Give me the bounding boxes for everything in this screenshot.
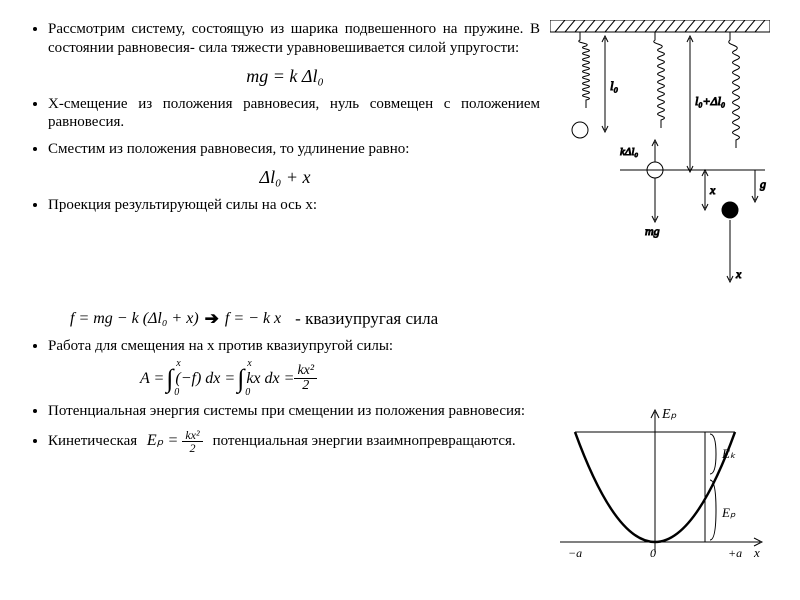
bullet-kinetic: Кинетическая Eₚ = kx²2 потенциальная эне… — [48, 429, 530, 454]
svg-text:Eₚ: Eₚ — [721, 505, 736, 520]
svg-text:mg: mg — [645, 224, 660, 238]
spring-diagram: l₀ l₀+Δl₀ kΔl₀ mg x — [550, 20, 770, 305]
svg-text:x: x — [753, 545, 760, 560]
bullet-projection: Проекция результирующей силы на ось x: — [48, 196, 540, 215]
bullet-intro: Рассмотрим систему, состоящую из шарика … — [48, 20, 540, 58]
equation-elongation: Δl₀ + x — [30, 167, 540, 188]
svg-text:x: x — [735, 267, 742, 281]
svg-text:l₀+Δl₀: l₀+Δl₀ — [695, 94, 725, 108]
bullet-work: Работа для смещения на x против квазиупр… — [48, 337, 770, 356]
svg-text:Eₖ: Eₖ — [721, 446, 736, 461]
bullet-displace: Сместим из положения равновесия, то удли… — [48, 140, 540, 159]
svg-text:+a: +a — [728, 546, 742, 560]
equation-force: f = mg − k (Δl₀ + x) ➔ f = − k x - квази… — [70, 309, 770, 329]
svg-text:l₀: l₀ — [610, 78, 618, 93]
svg-text:−a: −a — [568, 546, 582, 560]
svg-text:x: x — [709, 183, 716, 197]
equation-equilibrium: mg = k Δl₀ — [30, 66, 540, 87]
bullet-potential: Потенциальная энергия системы при смещен… — [48, 402, 530, 421]
svg-text:kΔl₀: kΔl₀ — [620, 146, 638, 158]
svg-text:0: 0 — [650, 546, 656, 560]
bullet-xdef: X-смещение из положения равновесия, нуль… — [48, 95, 540, 133]
svg-text:g: g — [760, 177, 766, 191]
label-quasi-elastic: - квазиупругая сила — [295, 309, 438, 329]
energy-parabola-graph: Eₚ x −a 0 +a Eₖ Eₚ — [540, 402, 770, 577]
equation-work: A = ∫x0 (−f) dx = ∫x0 kx dx = kx²2 — [140, 364, 770, 394]
svg-text:Eₚ: Eₚ — [661, 407, 677, 422]
